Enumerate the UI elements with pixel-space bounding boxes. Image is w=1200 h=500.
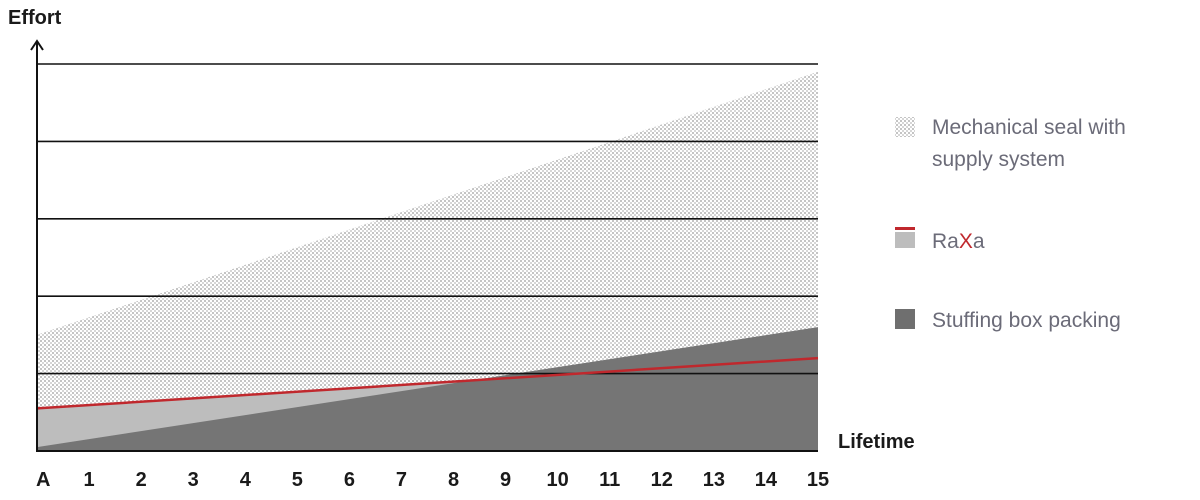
legend-swatch-raxa-area [895, 232, 915, 248]
x-tick-label: 1 [84, 469, 95, 491]
legend-label-mechanical-seal-line1: Mechanical seal with [932, 116, 1126, 139]
x-tick-label: 5 [292, 469, 303, 491]
x-tick-label: 11 [599, 469, 620, 491]
area-mechanical-seal [37, 71, 818, 452]
legend-label-raxa: RaXa [932, 230, 985, 253]
x-tick-label: 14 [755, 469, 778, 491]
x-tick-label: 13 [703, 469, 725, 491]
x-tick-label: 2 [136, 469, 147, 491]
area-stuffing-box [37, 327, 818, 451]
x-tick-label: 9 [500, 469, 511, 491]
line-raxa [36, 356, 819, 410]
x-tick-label: 8 [448, 469, 459, 491]
x-tick-label: 10 [547, 469, 569, 491]
x-tick-label: 7 [396, 469, 407, 491]
x-axis-title: Lifetime [838, 431, 915, 453]
legend-swatch-stuffing-box [895, 309, 915, 329]
legend: Mechanical seal with supply system RaXa … [895, 116, 1126, 332]
legend-swatch-mechanical-seal [895, 117, 915, 137]
legend-swatch-raxa-line [895, 227, 915, 230]
x-tick-label: 4 [240, 469, 252, 491]
x-tick-label: A [36, 469, 50, 491]
y-axis-title: Effort [8, 7, 62, 29]
x-tick-label: 6 [344, 469, 355, 491]
y-axis-arrow-icon [30, 39, 44, 51]
x-tick-label: 12 [651, 469, 673, 491]
x-tick-label: 3 [188, 469, 199, 491]
legend-label-stuffing-box: Stuffing box packing [932, 309, 1121, 332]
legend-label-mechanical-seal-line2: supply system [932, 148, 1065, 171]
x-tick-label: 15 [807, 469, 829, 491]
